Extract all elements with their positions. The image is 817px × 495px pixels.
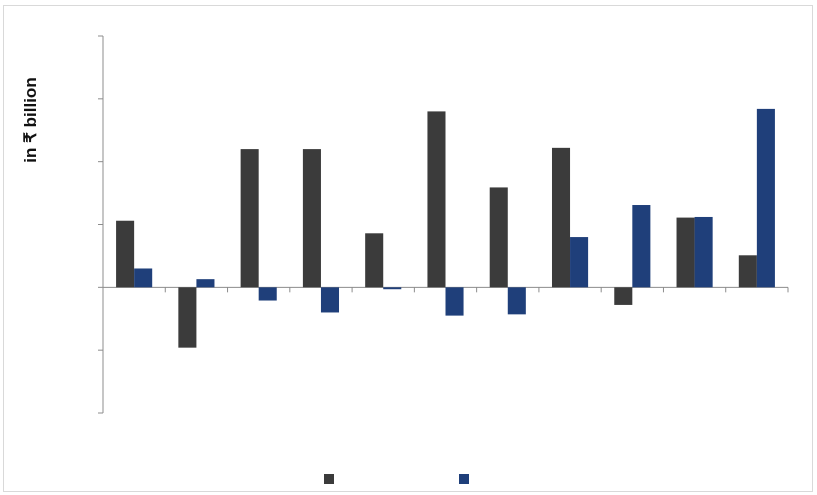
bar-series-1	[552, 148, 570, 287]
bar-series-1	[614, 287, 632, 305]
bar-series-2	[321, 287, 339, 312]
bar-series-1	[116, 221, 134, 288]
bar-series-2	[632, 205, 650, 287]
bar-series-2	[446, 287, 464, 315]
bar-series-2	[570, 237, 588, 287]
legend-marker-series-2	[459, 474, 469, 484]
bar-series-2	[259, 287, 277, 300]
bar-series-2	[383, 287, 401, 289]
bar-series-1	[365, 233, 383, 287]
bar-series-2	[508, 287, 526, 314]
bar-series-2	[196, 279, 214, 287]
bar-series-1	[427, 111, 445, 287]
bar-series-2	[695, 217, 713, 287]
bar-series-2	[134, 268, 152, 287]
bar-series-1	[677, 218, 695, 288]
bar-series-1	[303, 149, 321, 287]
bar-series-1	[490, 187, 508, 287]
bar-series-1	[178, 287, 196, 347]
bar-series-1	[241, 149, 259, 287]
bar-series-2	[757, 109, 775, 287]
bar-series-1	[739, 255, 757, 287]
legend-marker-series-1	[324, 474, 334, 484]
